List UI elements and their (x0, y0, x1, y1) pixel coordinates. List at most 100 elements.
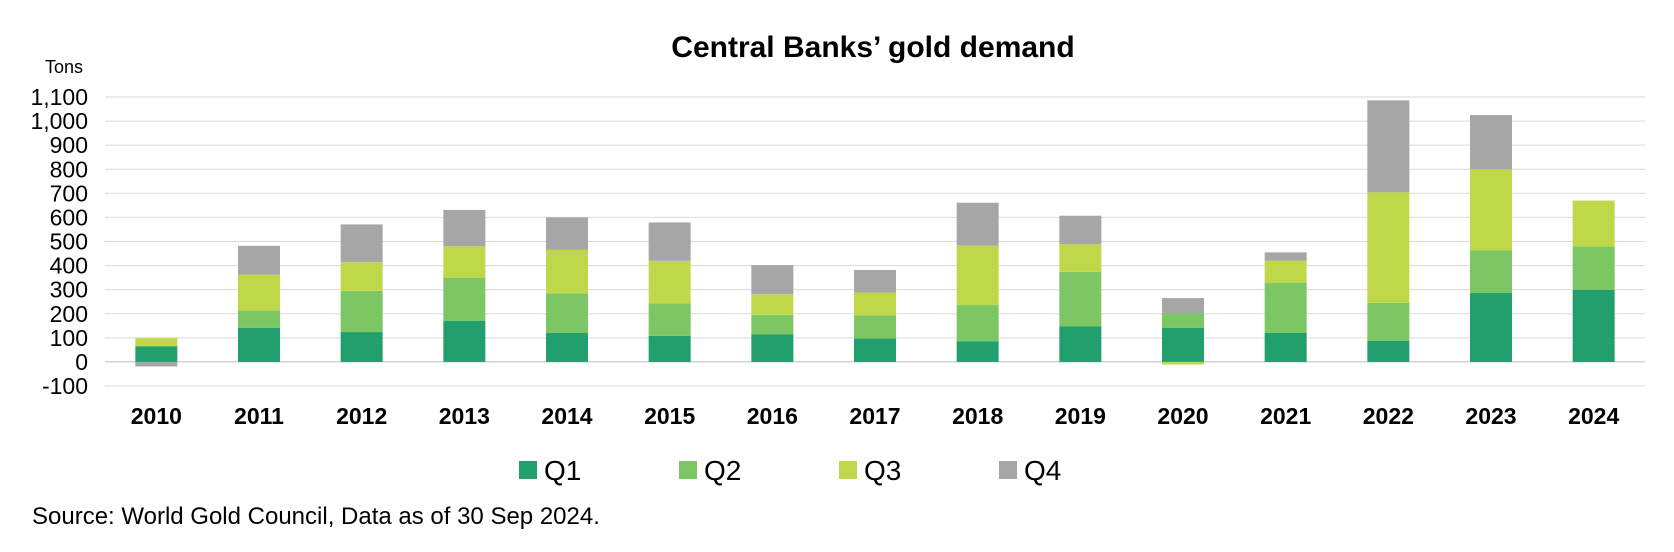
legend: Q1 Q2 Q3 Q4 (519, 455, 1061, 486)
bar-segment-q4-2010 (135, 361, 178, 367)
y-tick-label: 100 (50, 325, 88, 351)
bar-segment-q4-2014 (546, 217, 588, 250)
y-tick-label: 1,000 (30, 108, 88, 134)
bar-segment-q1-2022 (1367, 340, 1410, 362)
bar-segment-q2-2011 (238, 310, 280, 328)
x-tick-label: 2022 (1363, 403, 1414, 429)
bar-segment-q2-2024 (1572, 246, 1615, 290)
legend-swatch-q3 (839, 461, 857, 479)
chart-title: Central Banks’ gold demand (671, 31, 1074, 64)
bars (135, 100, 1615, 367)
bar-segment-q2-2014 (546, 293, 588, 334)
bar-segment-q3-2017 (854, 292, 896, 316)
bar-segment-q3-2013 (443, 246, 486, 278)
x-tick-label: 2015 (644, 403, 695, 429)
bar-segment-q4-2018 (956, 202, 999, 246)
bar-segment-q4-2017 (854, 269, 896, 293)
bar-segment-q3-2012 (340, 262, 383, 291)
bar-segment-q4-2023 (1470, 115, 1512, 170)
y-tick-label: -100 (42, 373, 88, 399)
y-tick-label: 900 (50, 132, 88, 158)
x-tick-label: 2023 (1465, 403, 1516, 429)
bar-segment-q3-2015 (648, 260, 691, 304)
bar-segment-q4-2013 (443, 209, 486, 247)
y-axis-label: Tons (45, 57, 83, 77)
bar-segment-q3-2021 (1264, 260, 1307, 283)
bar-segment-q1-2021 (1264, 333, 1307, 362)
legend-swatch-q4 (999, 461, 1017, 479)
bar-segment-q1-2016 (751, 334, 794, 362)
y-tick-label: 200 (50, 301, 88, 327)
y-tick-label: 300 (50, 277, 88, 303)
bar-segment-q1-2019 (1059, 326, 1102, 362)
y-tick-label: 500 (50, 229, 88, 255)
bar-segment-q4-2016 (751, 265, 794, 295)
bar-segment-q2-2023 (1470, 250, 1512, 294)
legend-label-q2: Q2 (704, 455, 741, 486)
bar-segment-q4-2022 (1367, 100, 1410, 193)
bar-segment-q1-2020 (1162, 327, 1204, 362)
bar-segment-q2-2020 (1162, 313, 1204, 328)
x-tick-label: 2020 (1157, 403, 1208, 429)
bar-segment-q3-2018 (956, 245, 999, 306)
y-tick-label: 700 (50, 180, 88, 206)
legend-label-q4: Q4 (1024, 455, 1061, 486)
bar-segment-q1-2023 (1470, 293, 1512, 362)
bar-segment-q1-2012 (340, 332, 383, 362)
bar-segment-q4-2012 (340, 224, 383, 263)
bar-segment-q2-2018 (956, 305, 999, 342)
bar-segment-q2-2019 (1059, 271, 1102, 327)
bar-segment-q1-2017 (854, 338, 896, 362)
bar-segment-q1-2015 (648, 335, 691, 362)
bar-segment-q2-2012 (340, 290, 383, 333)
legend-label-q3: Q3 (864, 455, 901, 486)
bar-segment-q2-2015 (648, 303, 691, 336)
legend-label-q1: Q1 (544, 455, 581, 486)
bar-segment-q2-2016 (751, 314, 794, 335)
bar-segment-q3-2010 (135, 338, 178, 347)
bar-segment-q3-2022 (1367, 192, 1410, 303)
bar-segment-q4-2020 (1162, 298, 1204, 314)
bar-segment-q1-2011 (238, 327, 280, 362)
bar-segment-q3-2016 (751, 294, 794, 315)
legend-swatch-q1 (519, 461, 537, 479)
bar-segment-q3-2011 (238, 274, 280, 311)
bar-segment-q1-2014 (546, 333, 588, 362)
y-tick-labels: -10001002003004005006007008009001,0001,1… (30, 84, 88, 399)
bar-segment-q3-2024 (1572, 200, 1615, 247)
bar-segment-q4-2015 (648, 222, 691, 261)
y-tick-label: 1,100 (30, 84, 88, 110)
x-tick-label: 2012 (336, 403, 387, 429)
x-tick-label: 2016 (747, 403, 798, 429)
bar-segment-q2-2010 (135, 346, 178, 347)
bar-segment-q1-2013 (443, 320, 486, 362)
x-tick-label: 2024 (1568, 403, 1619, 429)
x-tick-labels: 2010 2011 2012 2013 2014 2015 2016 2017 2018 2019… (131, 403, 1620, 429)
bar-segment-q2-2022 (1367, 302, 1410, 341)
bar-segment-q1-2010 (135, 346, 178, 362)
bar-segment-q1-2018 (956, 341, 999, 362)
bar-segment-q3-2019 (1059, 244, 1102, 272)
x-tick-label: 2018 (952, 403, 1003, 429)
legend-swatch-q2 (679, 461, 697, 479)
y-tick-label: 400 (50, 253, 88, 279)
y-tick-label: 800 (50, 156, 88, 182)
bar-segment-q3-2014 (546, 249, 588, 294)
bar-segment-q3-2020 (1162, 361, 1204, 365)
bar-segment-q4-2011 (238, 245, 280, 275)
source-note: Source: World Gold Council, Data as of 3… (32, 503, 600, 530)
bar-segment-q4-2019 (1059, 215, 1102, 245)
bar-segment-q1-2024 (1572, 289, 1615, 362)
x-tick-label: 2014 (541, 403, 592, 429)
x-tick-label: 2021 (1260, 403, 1311, 429)
bar-segment-q2-2021 (1264, 282, 1307, 334)
x-tick-label: 2017 (849, 403, 900, 429)
x-tick-label: 2019 (1055, 403, 1106, 429)
y-tick-label: 600 (50, 204, 88, 230)
x-tick-label: 2010 (131, 403, 182, 429)
x-tick-label: 2011 (234, 403, 284, 429)
y-tick-label: 0 (75, 349, 88, 375)
bar-segment-q2-2017 (854, 315, 896, 339)
bar-segment-q4-2021 (1264, 252, 1307, 261)
